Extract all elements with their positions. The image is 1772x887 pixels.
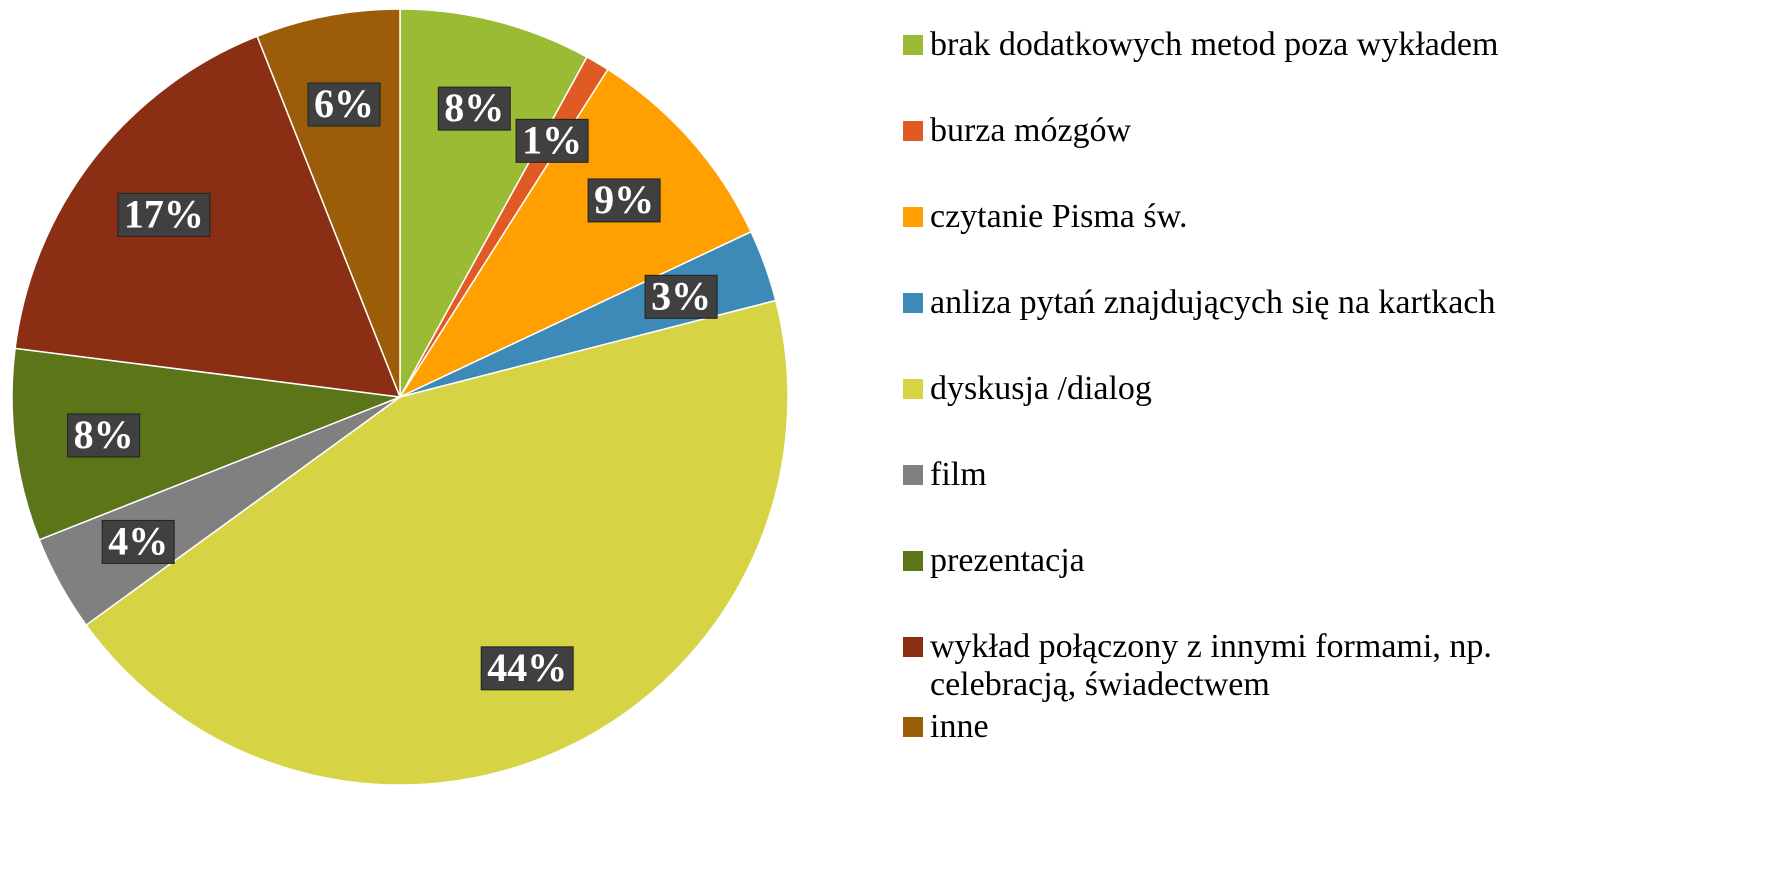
legend-swatch [903, 465, 923, 485]
data-label-box [101, 519, 175, 564]
data-label: 9% [587, 177, 661, 223]
data-label-text: 8% [74, 412, 134, 457]
pie-slice [397, 68, 753, 399]
legend-item: dyskusja /dialog [903, 370, 1583, 408]
data-label-box [437, 86, 511, 131]
data-label: 6% [307, 81, 381, 127]
legend-swatch [903, 717, 923, 737]
pie-slice [85, 299, 789, 786]
data-label: 1% [515, 117, 589, 163]
legend-label: brak dodatkowych metod poza wykładem [930, 26, 1499, 63]
data-label-box [117, 192, 211, 237]
data-label-text: 3% [651, 273, 711, 318]
data-label: 3% [644, 273, 718, 319]
legend-label: anliza pytań znajdujących się na kartkac… [930, 284, 1496, 321]
data-label-box [587, 178, 661, 223]
legend-swatch [903, 637, 923, 657]
legend-swatch [903, 121, 923, 141]
data-label-text: 44% [487, 645, 567, 690]
data-label-text: 8% [444, 85, 504, 130]
legend-label: dyskusja /dialog [930, 370, 1152, 407]
data-label-text: 9% [594, 177, 654, 222]
legend-label: inne [930, 708, 989, 745]
data-label: 8% [437, 85, 511, 131]
legend-item: czytanie Pisma św. [903, 198, 1583, 236]
pie-slice [11, 347, 401, 541]
legend-item: anliza pytań znajdujących się na kartkac… [903, 284, 1583, 322]
data-label-box [480, 646, 574, 691]
legend-label: prezentacja [930, 542, 1085, 579]
legend-item: prezentacja [903, 542, 1583, 580]
legend-swatch [903, 551, 923, 571]
data-label: 44% [480, 645, 574, 691]
legend-label: burza mózgów [930, 112, 1132, 149]
legend-item: film [903, 456, 1583, 494]
data-label-box [644, 274, 718, 319]
data-label: 4% [101, 518, 175, 564]
legend-label: czytanie Pisma św. [930, 198, 1188, 235]
data-label: 17% [117, 191, 211, 237]
data-label: 8% [67, 412, 141, 458]
legend-item: wykład połączony z innymi formami, np. c… [903, 628, 1583, 704]
legend-swatch [903, 379, 923, 399]
legend-label: film [930, 456, 987, 493]
data-label-text: 17% [124, 191, 204, 236]
legend-item: inne [903, 708, 1583, 746]
data-label-text: 1% [522, 117, 582, 162]
legend-swatch [903, 207, 923, 227]
data-label-text: 6% [314, 81, 374, 126]
legend-swatch [903, 293, 923, 313]
legend-label: wykład połączony z innymi formami, np. c… [930, 628, 1492, 703]
legend-swatch [903, 35, 923, 55]
data-label-text: 4% [108, 518, 168, 563]
legend-item: burza mózgów [903, 112, 1583, 150]
legend-item: brak dodatkowych metod poza wykładem [903, 26, 1583, 64]
data-label-box [515, 118, 589, 163]
data-label-box [307, 82, 381, 127]
data-label-box [67, 413, 141, 458]
